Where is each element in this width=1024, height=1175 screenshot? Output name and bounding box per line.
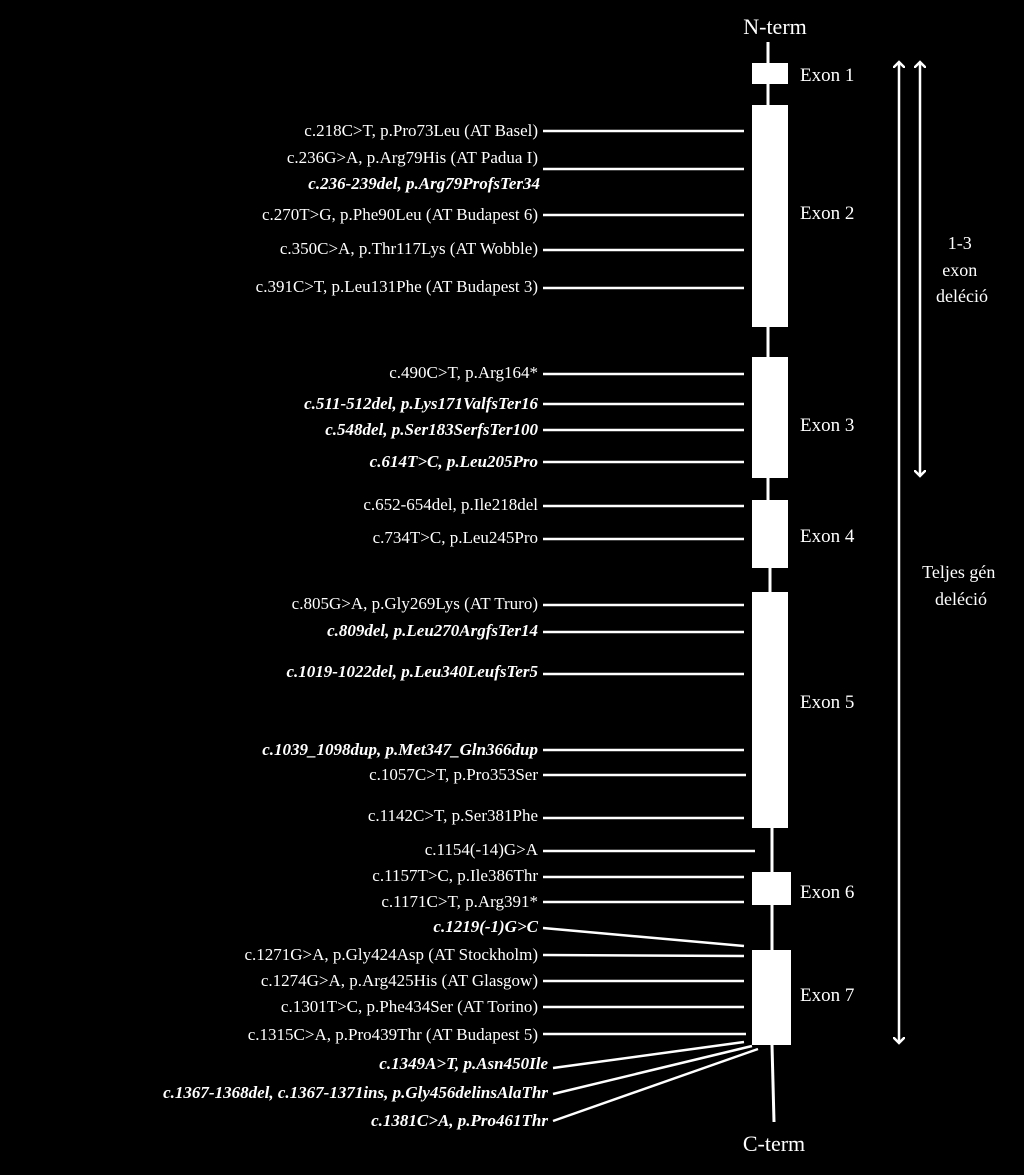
mutation-label: c.236-239del, p.Arg79ProfsTer34 bbox=[308, 174, 540, 193]
mutation-label: c.1315C>A, p.Pro439Thr (AT Budapest 5) bbox=[248, 1025, 538, 1044]
mutation-label: c.391C>T, p.Leu131Phe (AT Budapest 3) bbox=[256, 277, 538, 296]
mutation-label: c.1219(-1)G>C bbox=[433, 917, 538, 936]
deletion-label-exon-1-3: 1-3 exon deléció bbox=[936, 233, 988, 306]
leader-line bbox=[552, 1044, 753, 1096]
exon-labels: Exon 1 Exon 2 Exon 3 Exon 4 Exon 5 Exon … bbox=[800, 65, 855, 1006]
mutation-label: c.350C>A, p.Thr117Lys (AT Wobble) bbox=[280, 239, 538, 258]
exon-label: Exon 3 bbox=[800, 415, 854, 436]
mutation-label: c.548del, p.Ser183SerfsTer100 bbox=[325, 420, 538, 439]
mutation-label: c.1019-1022del, p.Leu340LeufsTer5 bbox=[286, 662, 538, 681]
n-term-label: N-term bbox=[743, 14, 807, 39]
mutation-label: c.1171C>T, p.Arg391* bbox=[381, 892, 538, 911]
mutation-label: c.218C>T, p.Pro73Leu (AT Basel) bbox=[304, 121, 538, 140]
exon-6-box bbox=[752, 872, 791, 905]
exon-1-box bbox=[752, 63, 788, 84]
exon-label: Exon 4 bbox=[800, 526, 855, 547]
mutation-label: c.734T>C, p.Leu245Pro bbox=[373, 528, 538, 547]
exon-3-box bbox=[752, 357, 788, 478]
exon-label: Exon 7 bbox=[800, 985, 854, 1006]
mutation-label: c.652-654del, p.Ile218del bbox=[363, 495, 538, 514]
mutation-label: c.1154(-14)G>A bbox=[425, 840, 539, 859]
exon-label: Exon 2 bbox=[800, 203, 854, 224]
leader-line bbox=[542, 926, 745, 948]
exon-5-box bbox=[752, 592, 788, 828]
mutation-label: c.1157T>C, p.Ile386Thr bbox=[372, 866, 538, 885]
c-term-label: C-term bbox=[743, 1131, 805, 1156]
mutation-label: c.1301T>C, p.Phe434Ser (AT Torino) bbox=[281, 997, 538, 1016]
mutation-label: c.1142C>T, p.Ser381Phe bbox=[368, 806, 538, 825]
mutation-label: c.270T>G, p.Phe90Leu (AT Budapest 6) bbox=[262, 205, 538, 224]
mutation-label: c.1349A>T, p.Asn450Ile bbox=[379, 1054, 548, 1073]
deletion-label-whole-gene: Teljes gén deléció bbox=[922, 562, 1000, 609]
mutation-label: c.805G>A, p.Gly269Lys (AT Truro) bbox=[292, 594, 538, 613]
leader-line bbox=[552, 1040, 745, 1070]
exon-7-box bbox=[752, 950, 791, 1045]
exon-label: Exon 5 bbox=[800, 692, 854, 713]
exon-4-box bbox=[752, 500, 788, 568]
mutation-label: c.1367-1368del, c.1367-1371ins, p.Gly456… bbox=[163, 1083, 548, 1102]
leader-line bbox=[542, 953, 745, 958]
mutation-label: c.1057C>T, p.Pro353Ser bbox=[369, 765, 538, 784]
exon-label: Exon 6 bbox=[800, 882, 854, 903]
mutation-label: c.1274G>A, p.Arg425His (AT Glasgow) bbox=[261, 971, 538, 990]
mutation-label: c.1039_1098dup, p.Met347_Gln366dup bbox=[262, 740, 538, 759]
gene-backbone bbox=[766, 42, 776, 1123]
deletion-arrows bbox=[899, 62, 920, 1043]
mutation-label: c.1381C>A, p.Pro461Thr bbox=[371, 1111, 548, 1130]
mutation-label: c.236G>A, p.Arg79His (AT Padua I) bbox=[287, 148, 538, 167]
leader-line bbox=[552, 1047, 759, 1123]
mutation-label: c.490C>T, p.Arg164* bbox=[389, 363, 538, 382]
mutation-label: c.511-512del, p.Lys171ValfsTer16 bbox=[304, 394, 538, 413]
mutation-label: c.614T>C, p.Leu205Pro bbox=[370, 452, 538, 471]
mutation-label: c.809del, p.Leu270ArgfsTer14 bbox=[327, 621, 538, 640]
exon-boxes bbox=[752, 63, 791, 1045]
exon-2-box bbox=[752, 105, 788, 327]
leader-lines bbox=[542, 129, 759, 1123]
mutation-label: c.1271G>A, p.Gly424Asp (AT Stockholm) bbox=[244, 945, 538, 964]
exon-label: Exon 1 bbox=[800, 65, 854, 86]
mutation-labels: c.218C>T, p.Pro73Leu (AT Basel) c.236G>A… bbox=[163, 121, 548, 1130]
